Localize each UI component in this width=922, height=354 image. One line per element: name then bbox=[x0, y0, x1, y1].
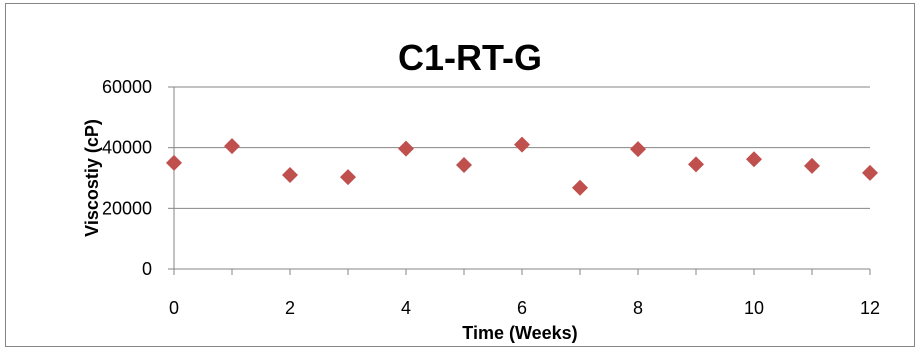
data-point bbox=[340, 169, 356, 186]
y-tick-label: 0 bbox=[142, 259, 152, 279]
x-tick-label: 12 bbox=[860, 298, 880, 318]
x-tick-label: 0 bbox=[169, 298, 179, 318]
data-point bbox=[746, 151, 762, 168]
x-axis-title: Time (Weeks) bbox=[462, 323, 577, 343]
y-axis-title: Viscostiy (cP) bbox=[82, 119, 102, 237]
chart-title: C1-RT-G bbox=[398, 37, 542, 78]
axes bbox=[168, 86, 871, 275]
data-point bbox=[166, 154, 182, 171]
tick-labels: 0 20000 40000 60000 0 2 4 6 8 10 12 bbox=[102, 77, 880, 318]
data-point bbox=[630, 141, 646, 158]
y-tick-label: 40000 bbox=[102, 138, 152, 158]
data-point bbox=[224, 138, 240, 155]
data-points bbox=[166, 136, 878, 196]
x-tick-label: 8 bbox=[633, 298, 643, 318]
x-tick-label: 4 bbox=[401, 298, 411, 318]
y-tick-label: 20000 bbox=[102, 198, 152, 218]
data-point bbox=[862, 164, 878, 181]
data-point bbox=[688, 156, 704, 173]
x-tick-label: 6 bbox=[517, 298, 527, 318]
chart-area bbox=[5, 3, 915, 347]
x-tick-label: 2 bbox=[285, 298, 295, 318]
x-tick-label: 10 bbox=[744, 298, 764, 318]
data-point bbox=[456, 156, 472, 173]
data-point bbox=[804, 157, 820, 174]
data-point bbox=[572, 179, 588, 196]
data-point bbox=[514, 136, 530, 153]
data-point bbox=[398, 140, 414, 157]
data-point bbox=[282, 166, 298, 183]
y-tick-label: 60000 bbox=[102, 77, 152, 97]
